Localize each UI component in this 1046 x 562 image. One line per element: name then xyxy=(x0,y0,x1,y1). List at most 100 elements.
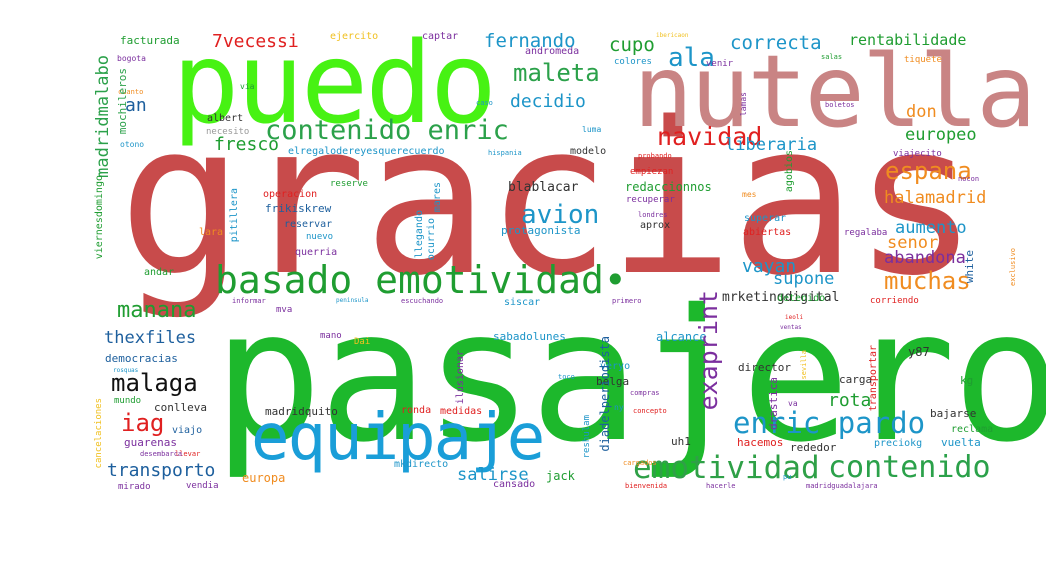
word-colores: colores xyxy=(614,57,652,67)
word-reserve: reserve xyxy=(330,179,368,189)
word-kg: kg xyxy=(960,374,974,387)
word-preciokg: preciokg xyxy=(874,438,923,449)
word-ny: ny xyxy=(614,403,624,412)
word-ala: ala xyxy=(668,43,715,73)
word-pu: pu xyxy=(783,473,792,481)
word-redaccionnos: redaccionnos xyxy=(625,180,712,194)
word-nuevo: nuevo xyxy=(306,232,334,242)
word-avion: avion xyxy=(521,200,600,230)
word-decidio: decidio xyxy=(510,91,586,112)
word-salas: salas xyxy=(821,53,843,61)
word-uh1: uh1 xyxy=(671,435,691,448)
word-andromeda: andromeda xyxy=(525,46,580,57)
word-alcance: alcance xyxy=(656,330,707,344)
word-halamadrid: halamadrid xyxy=(884,188,987,208)
word-aprox: aprox xyxy=(640,220,671,231)
word-caso: caso xyxy=(476,99,493,107)
word-desembarca: desembarca xyxy=(140,450,183,458)
word-madridquito: madridquito xyxy=(265,405,338,418)
word-primero: primero xyxy=(612,297,642,305)
word-regalaba: regalaba xyxy=(844,228,888,238)
word-abandona: abandona xyxy=(884,248,966,268)
word-ieoli: ieoli xyxy=(785,314,804,321)
word-diadelperiodista: diadelperiodista xyxy=(598,336,612,452)
word-pitillera: pitillera xyxy=(229,188,240,243)
word-basado-emotividad: basado emotividad• xyxy=(215,258,627,302)
word-escuchando: escuchando xyxy=(401,297,444,305)
word-rentabilidade: rentabilidade xyxy=(849,31,967,49)
word-transportar: transportar xyxy=(868,345,879,412)
word-emotividad: emotividad xyxy=(633,450,820,486)
word-maleta: maleta xyxy=(513,59,600,87)
word-iag: iag xyxy=(121,409,165,437)
word-vayan: vayan xyxy=(742,256,797,277)
word-lara: lara xyxy=(199,227,224,238)
word-abiertas: abiertas xyxy=(743,227,792,238)
word-exclusivo: exclusivo xyxy=(1009,248,1017,286)
word-drastica: drastica xyxy=(767,377,780,430)
word-albert: albert xyxy=(207,113,244,124)
word-ilusionar: ilusionar xyxy=(455,350,466,405)
word-puedo: puedo xyxy=(172,19,497,149)
word-probando: probando xyxy=(638,152,672,160)
word-protagonista: protagonista xyxy=(501,224,581,237)
word-belga: belga xyxy=(596,375,630,388)
word-cargados: cargados xyxy=(623,459,657,467)
word-an: an xyxy=(125,95,147,116)
word-medidas: medidas xyxy=(440,406,483,417)
word-informar: informar xyxy=(232,297,266,305)
word-manana: manana xyxy=(117,298,197,323)
word-rosquas: rosquas xyxy=(113,367,139,374)
word-concepto: concepto xyxy=(633,407,667,415)
word-correcta: correcta xyxy=(730,32,822,54)
word-sabadolunes: sabadolunes xyxy=(493,330,566,343)
word-toco: toco xyxy=(558,373,575,381)
word-corriendo: corriendo xyxy=(870,296,919,306)
word-rota: rota xyxy=(828,390,872,411)
word-frikiskrew: frikiskrew xyxy=(265,202,332,215)
word-carga: carga xyxy=(839,373,873,386)
word-cuanto: cuanto xyxy=(118,88,144,96)
word-7vecessi: 7vecessi xyxy=(212,31,299,52)
word-cancelaciones: cancelaciones xyxy=(94,398,104,469)
word-recuperar: recuperar xyxy=(626,195,675,205)
word-bajarse: bajarse xyxy=(930,407,977,420)
word-salirse: salirse xyxy=(457,465,529,485)
word-mochileros: mochileros xyxy=(116,68,129,135)
word-navidad: navidad xyxy=(657,122,763,151)
word-madridguadalajara: madridguadalajara xyxy=(806,482,878,490)
word-fresco: fresco xyxy=(214,134,280,155)
word-reclama: reclama xyxy=(951,424,994,435)
word-muchas: muchas xyxy=(884,267,971,295)
word-europeo: europeo xyxy=(905,125,977,145)
word-captar: captar xyxy=(422,31,459,42)
word-mes: mes xyxy=(742,190,757,199)
word-mrketingdigital: mrketingdigital xyxy=(722,290,840,305)
word-guarenas: guarenas xyxy=(124,436,177,449)
word-hacerle: hacerle xyxy=(706,482,736,490)
word-democracias: democracias xyxy=(105,352,178,365)
word-conlleva: conlleva xyxy=(154,401,207,414)
word-thexfiles: thexfiles xyxy=(104,328,197,348)
word-mano: mano xyxy=(320,331,342,341)
word-londres: londres xyxy=(638,211,668,219)
word-ronda: ronda xyxy=(401,405,432,416)
word-superar: superar xyxy=(744,213,787,224)
word-contenido-enric: contenido enric xyxy=(265,115,509,146)
word-director: director xyxy=(738,361,791,374)
word-luma: luma xyxy=(582,125,602,134)
word-exaprint: exaprint xyxy=(694,290,723,411)
word-nocon: nocon xyxy=(958,175,980,183)
word-rededor: rededor xyxy=(790,441,837,454)
word-veryo: veryo xyxy=(600,361,631,372)
word-mundo: mundo xyxy=(114,396,142,406)
word-tiquete: tiquete xyxy=(904,55,942,65)
word-lamas: lamas xyxy=(739,92,748,117)
word-mva: mva xyxy=(276,305,293,315)
word-jack: jack xyxy=(546,469,575,483)
word-hacemos: hacemos xyxy=(737,436,784,449)
word-ocurrio: ocurrio xyxy=(426,218,437,261)
word-fernando: fernando xyxy=(484,30,576,52)
word-bienvenida: bienvenida xyxy=(625,482,668,490)
